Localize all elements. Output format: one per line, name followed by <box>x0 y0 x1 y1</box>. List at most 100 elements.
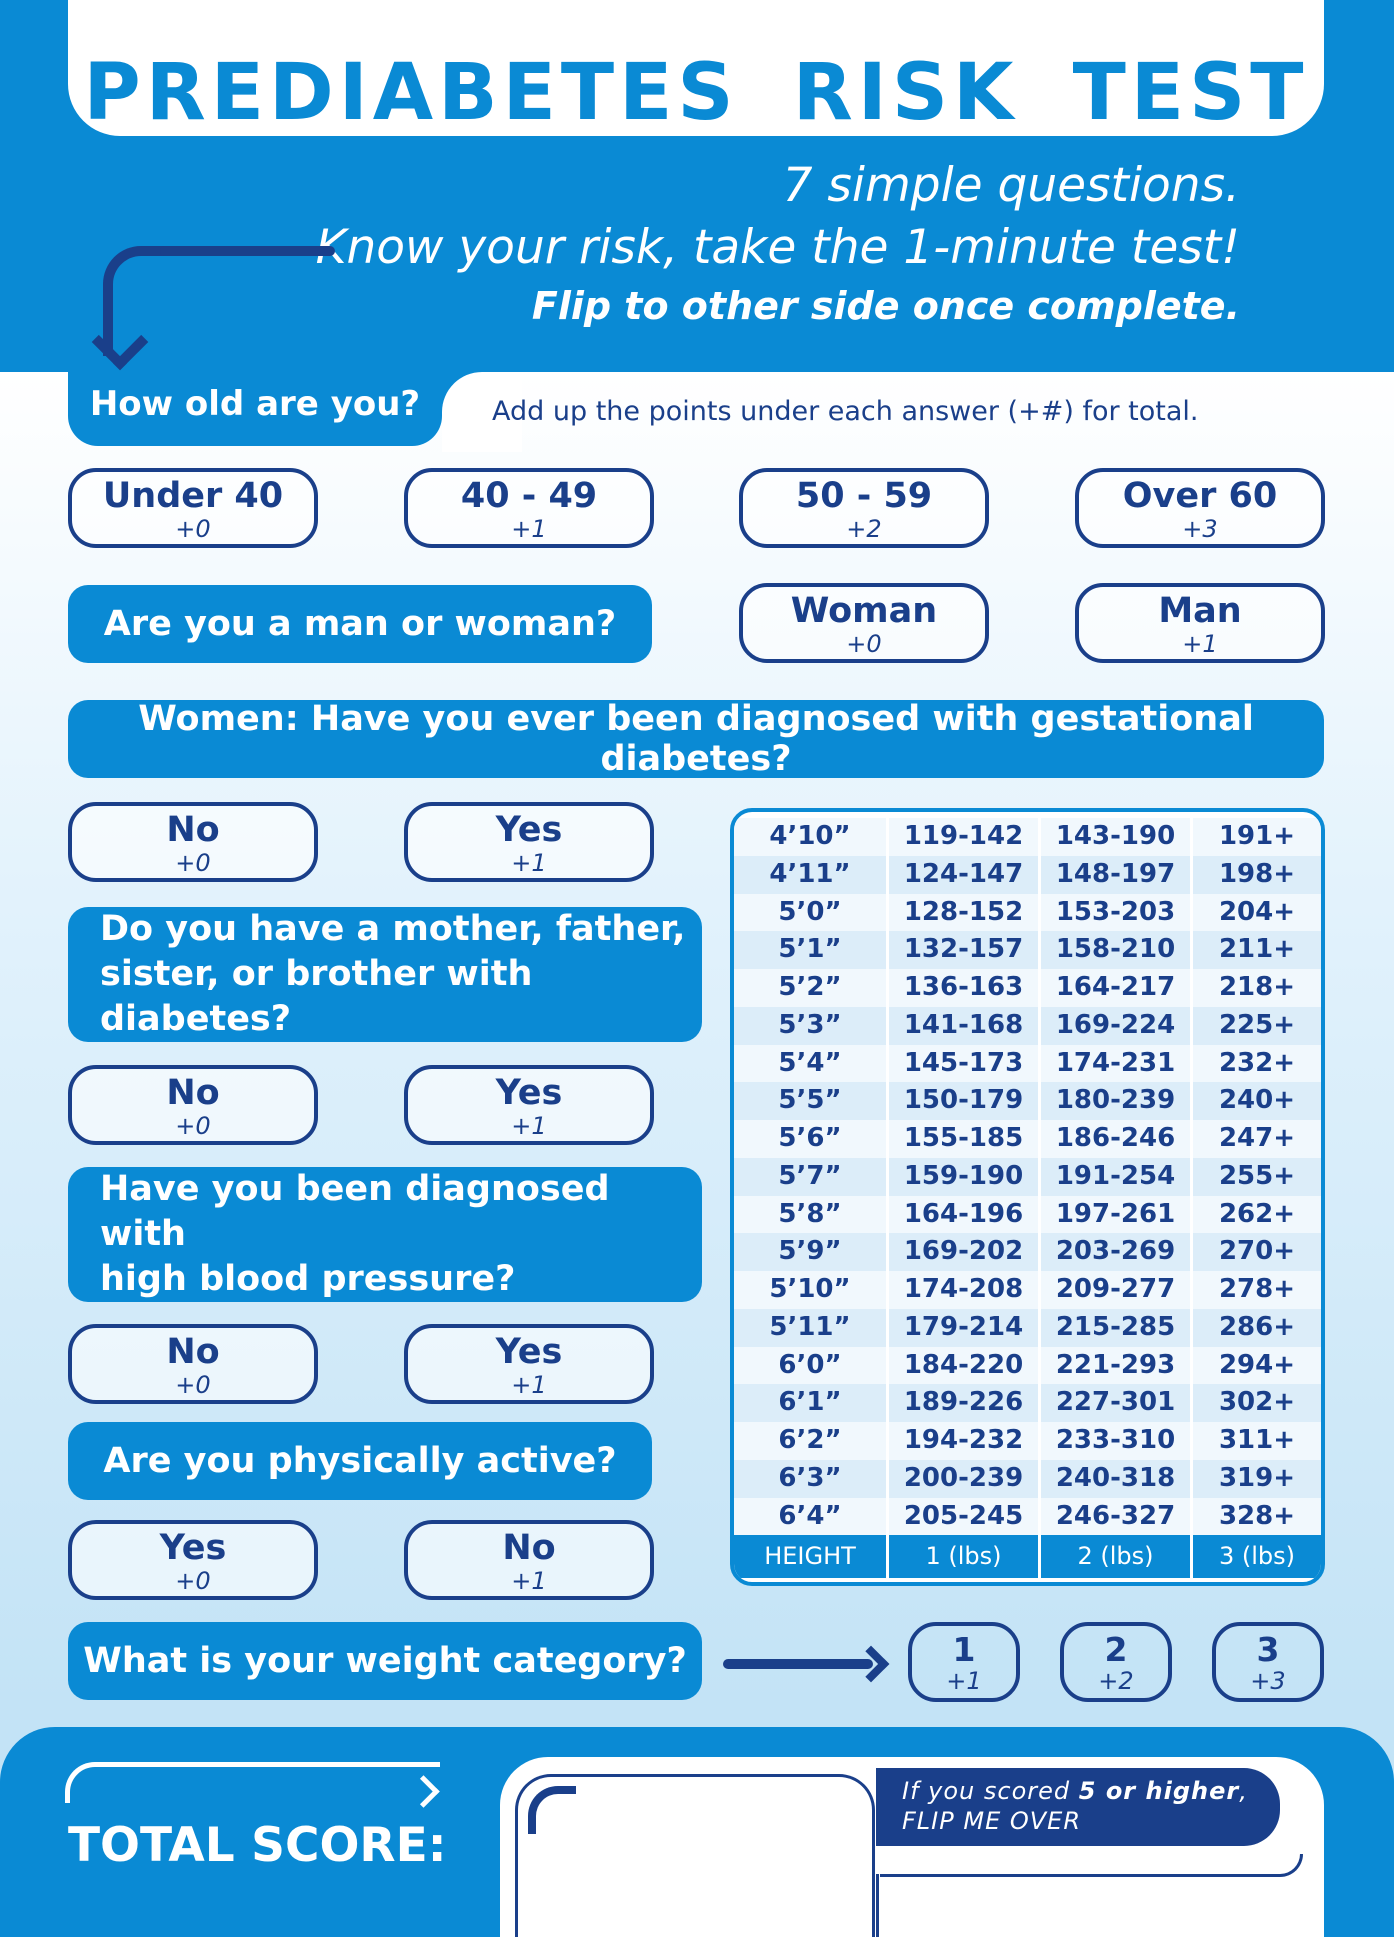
option-points: +0 <box>175 1371 211 1399</box>
table-row: 6’3” 200-239 240-318 319+ <box>734 1459 1321 1498</box>
table-row: 6’0” 184-220 221-293 294+ <box>734 1346 1321 1385</box>
header-height: HEIGHT <box>734 1535 889 1579</box>
active-option-yes[interactable]: Yes +0 <box>68 1520 318 1600</box>
weight-range-cell: 197-261 <box>1041 1195 1193 1234</box>
weight-range-cell: 141-168 <box>889 1006 1041 1045</box>
option-points: +0 <box>175 515 211 543</box>
table-row: 5’2” 136-163 164-217 218+ <box>734 969 1321 1007</box>
weight-range-cell: 158-210 <box>1041 931 1193 969</box>
weight-range-cell: 132-157 <box>889 931 1041 969</box>
weight-range-cell: 153-203 <box>1041 893 1193 932</box>
option-points: +1 <box>511 849 547 877</box>
family-option-no[interactable]: No +0 <box>68 1065 318 1145</box>
option-points: +0 <box>175 1567 211 1595</box>
active-option-no[interactable]: No +1 <box>404 1520 654 1600</box>
weight-table: 4’10” 119-142 143-190 191+ 4’11” 124-147 148-1… <box>730 808 1325 1586</box>
bp-option-no[interactable]: No +0 <box>68 1324 318 1404</box>
weight-range-cell: 148-197 <box>1041 855 1193 894</box>
weight-range-cell: 198+ <box>1218 858 1296 889</box>
option-label: Over 60 <box>1122 476 1278 516</box>
height-cell: 5’11” <box>734 1308 889 1347</box>
weight-table-body: 4’10” 119-142 143-190 191+ 4’11” 124-147 148-1… <box>734 818 1321 1536</box>
curl-decoration-icon <box>528 1786 576 1834</box>
weight-range-cell: 233-310 <box>1041 1422 1193 1460</box>
flip-text-pre: If you scored <box>902 1777 1079 1805</box>
table-row: 5’3” 141-168 169-224 225+ <box>734 1006 1321 1045</box>
age-option-over-60[interactable]: Over 60 +3 <box>1075 468 1325 548</box>
option-label: 3 <box>1256 1630 1280 1669</box>
option-points: +0 <box>175 1112 211 1140</box>
weight-option-2[interactable]: 2 +2 <box>1060 1622 1172 1702</box>
table-row: 4’11” 124-147 148-197 198+ <box>734 855 1321 894</box>
weight-option-1[interactable]: 1 +1 <box>908 1622 1020 1702</box>
weight-range-cell: 286+ <box>1218 1311 1296 1342</box>
bp-option-yes[interactable]: Yes +1 <box>404 1324 654 1404</box>
weight-range-cell: 270+ <box>1218 1236 1296 1267</box>
weight-range-cell: 124-147 <box>889 855 1041 894</box>
blood-pressure-question: Have you been diagnosed with high blood … <box>68 1167 702 1302</box>
table-row: 5’7” 159-190 191-254 255+ <box>734 1157 1321 1196</box>
subtitle-line-2: Know your risk, take the 1-minute test! <box>315 220 1240 275</box>
family-option-yes[interactable]: Yes +1 <box>404 1065 654 1145</box>
weight-range-cell: 294+ <box>1218 1349 1296 1380</box>
option-points: +1 <box>946 1667 982 1695</box>
option-label: Yes <box>495 1073 563 1113</box>
option-label: Woman <box>790 591 938 631</box>
weight-range-cell: 311+ <box>1218 1425 1296 1455</box>
table-row: 5’9” 169-202 203-269 270+ <box>734 1233 1321 1271</box>
instruction-text: Add up the points under each answer (+#)… <box>492 396 1199 427</box>
weight-range-cell: 225+ <box>1218 1009 1296 1040</box>
table-row: 4’10” 119-142 143-190 191+ <box>734 818 1321 856</box>
family-question-line-1: Do you have a mother, father, <box>100 909 686 949</box>
weight-range-cell: 169-202 <box>889 1233 1041 1271</box>
subtitle-line-1: 7 simple questions. <box>782 158 1240 213</box>
sex-option-woman[interactable]: Woman +0 <box>739 583 989 663</box>
option-label: Man <box>1158 591 1242 631</box>
height-cell: 5’7” <box>734 1157 889 1196</box>
family-question-line-2: sister, or brother with diabetes? <box>100 954 533 1039</box>
score-input-area[interactable] <box>515 1774 875 1937</box>
gestational-option-no[interactable]: No +0 <box>68 802 318 882</box>
subtitle-line-3: Flip to other side once complete. <box>531 284 1240 328</box>
weight-range-cell: 255+ <box>1218 1160 1296 1191</box>
option-points: +3 <box>1250 1667 1286 1695</box>
option-points: +2 <box>846 515 882 543</box>
height-cell: 5’9” <box>734 1233 889 1271</box>
height-cell: 6’2” <box>734 1422 889 1460</box>
height-cell: 5’0” <box>734 893 889 932</box>
weight-range-cell: 186-246 <box>1041 1120 1193 1158</box>
option-label: 40 - 49 <box>460 476 598 516</box>
weight-question: What is your weight category? <box>68 1622 702 1700</box>
sex-option-man[interactable]: Man +1 <box>1075 583 1325 663</box>
option-label: Under 40 <box>102 476 284 516</box>
height-cell: 6’0” <box>734 1346 889 1385</box>
weight-range-cell: 246-327 <box>1041 1497 1193 1536</box>
right-arrow-icon <box>723 1659 873 1669</box>
age-question-tab <box>68 372 442 446</box>
weight-range-cell: 203-269 <box>1041 1233 1193 1271</box>
height-cell: 5’1” <box>734 931 889 969</box>
flip-banner-text: If you scored 5 or higher, FLIP ME OVER <box>902 1776 1248 1836</box>
total-arrow-icon <box>65 1762 440 1803</box>
weight-option-3[interactable]: 3 +3 <box>1212 1622 1324 1702</box>
age-option-50-59[interactable]: 50 - 59 +2 <box>739 468 989 548</box>
option-points: +0 <box>175 849 211 877</box>
weight-range-cell: 204+ <box>1218 896 1296 927</box>
table-row: 5’8” 164-196 197-261 262+ <box>734 1195 1321 1234</box>
weight-range-cell: 221-293 <box>1041 1346 1193 1385</box>
height-cell: 5’4” <box>734 1044 889 1083</box>
weight-range-cell: 189-226 <box>889 1384 1041 1422</box>
age-option-40-49[interactable]: 40 - 49 +1 <box>404 468 654 548</box>
gestational-option-yes[interactable]: Yes +1 <box>404 802 654 882</box>
option-label: 1 <box>952 1630 976 1669</box>
weight-range-cell: 200-239 <box>889 1459 1041 1498</box>
weight-range-cell: 164-217 <box>1041 969 1193 1007</box>
option-label: 50 - 59 <box>795 476 933 516</box>
option-points: +1 <box>511 515 547 543</box>
age-option-under-40[interactable]: Under 40 +0 <box>68 468 318 548</box>
table-row: 5’0” 128-152 153-203 204+ <box>734 893 1321 932</box>
height-cell: 5’8” <box>734 1195 889 1234</box>
weight-range-cell: 174-208 <box>889 1271 1041 1309</box>
weight-range-cell: 319+ <box>1218 1462 1296 1493</box>
option-label: Yes <box>495 1332 563 1372</box>
